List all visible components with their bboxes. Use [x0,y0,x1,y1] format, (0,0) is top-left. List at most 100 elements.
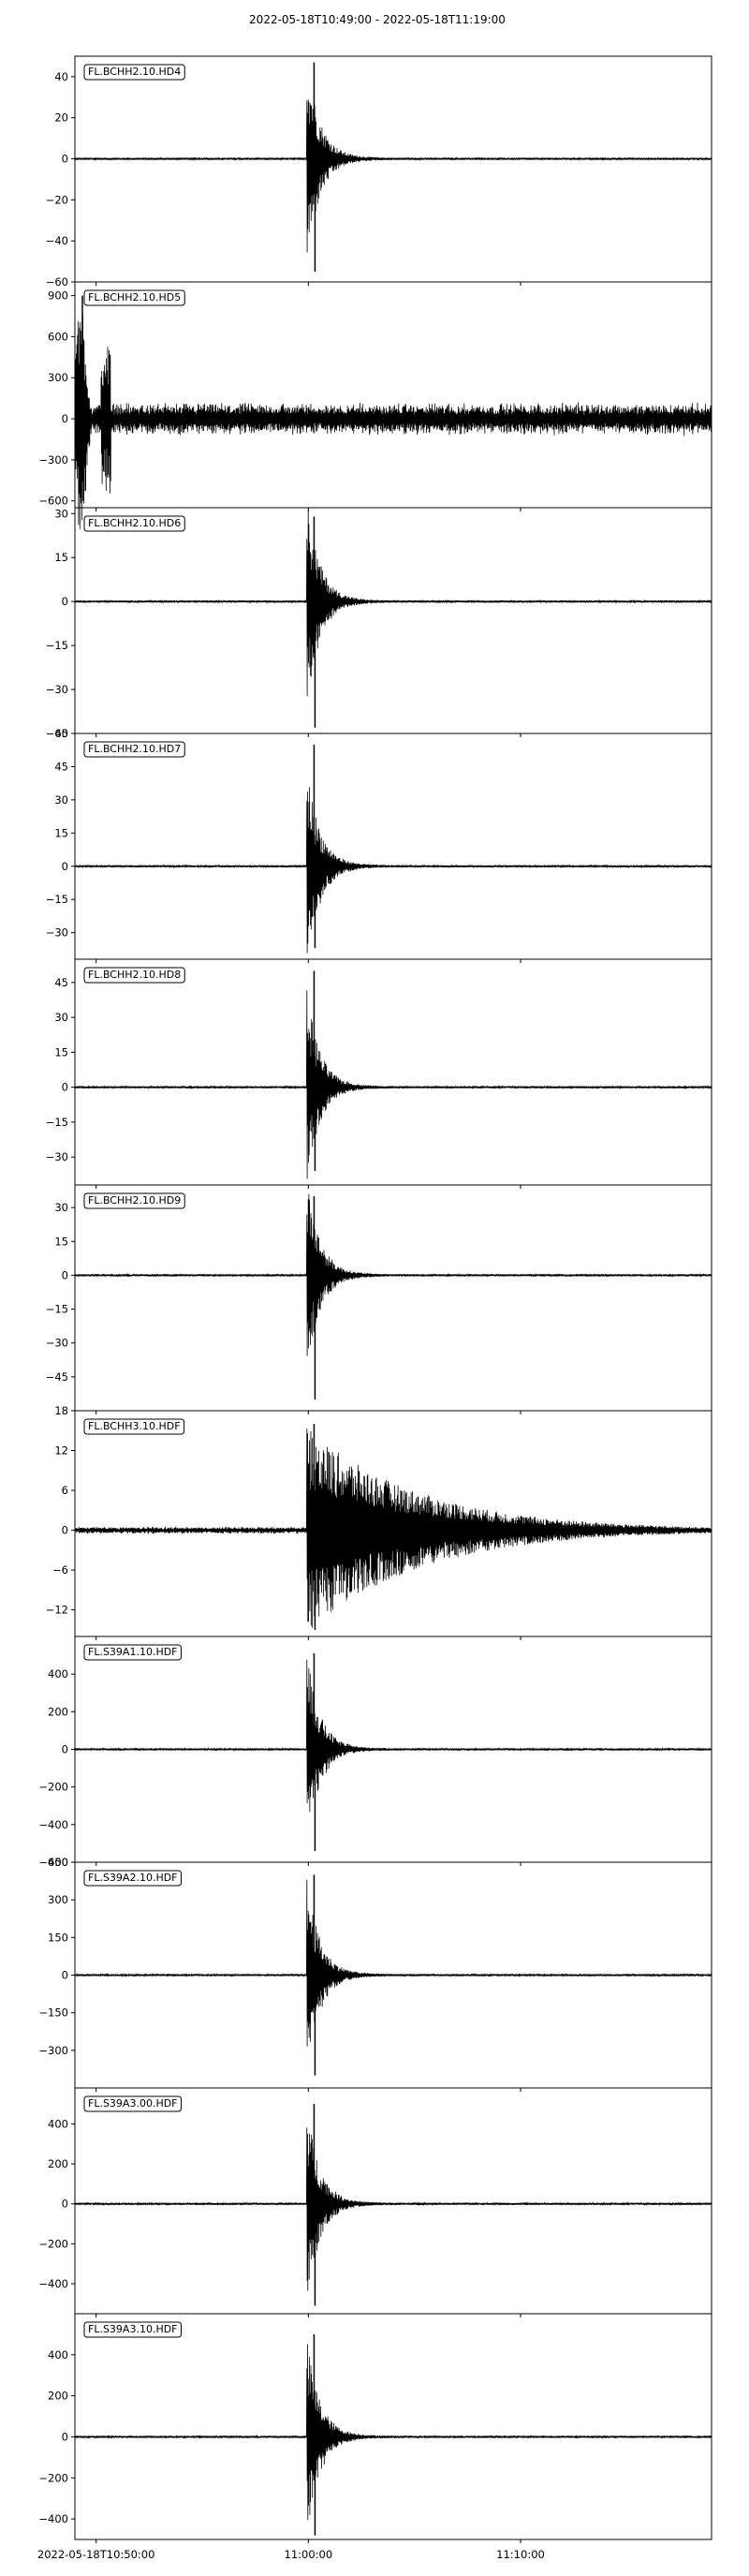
y-tick-label: 0 [62,1524,68,1537]
y-tick-label: 40 [54,70,68,83]
y-tick-label: 0 [62,2198,68,2211]
panel-frame [74,1184,712,1412]
y-tick-label: 200 [48,2390,68,2403]
panel-frame [74,507,712,734]
y-tick-label: −15 [46,1303,68,1316]
station-label-box [83,1644,183,1661]
y-tick-label: 400 [48,2348,68,2361]
station-label: FL.BCHH2.10.HD7 [88,743,181,755]
trace-panel: −30 −15 0 15 30 45 FL.BCHH2.10.HD8 [46,958,712,1189]
y-tick-label: 400 [48,2117,68,2130]
waveform-line [74,99,712,253]
trace-panel: −400 −200 0 200 400 FL.S39A3.10.HDF [38,2313,712,2543]
y-tick-label: −20 [46,193,68,206]
waveform-line [74,510,712,697]
panel-frame [74,55,712,283]
trace-panel: −300 −150 0 150 300 450 FL.S39A2.10.HDF [38,1856,712,2092]
y-tick-label: 30 [54,507,68,520]
y-tick-label: 0 [62,1081,68,1094]
y-tick-label: 30 [54,793,68,807]
waveform-line [74,1193,712,1356]
y-tick-label: 300 [48,371,68,384]
y-tick-label: −15 [46,1116,68,1129]
x-tick-label: 2022-05-18T10:50:00 [37,2548,155,2561]
y-tick-label: 300 [48,1893,68,1906]
panel-frame [74,281,712,509]
station-label: FL.S39A2.10.HDF [88,1872,178,1884]
panel-frame [74,958,712,1186]
x-tick-label: 11:00:00 [285,2548,333,2561]
y-tick-label: 0 [62,1268,68,1281]
station-label-box [83,515,185,532]
y-tick-label: −400 [38,1818,68,1831]
trace-panel: −45 −30 −15 0 15 30 FL.BCHH2.10.HD6 [46,507,712,740]
panel-frame [74,2087,712,2315]
y-tick-label: 0 [62,153,68,166]
y-tick-label: 150 [48,1931,68,1944]
y-tick-label: 15 [54,551,68,564]
trace-panel: −600 −300 0 300 600 900 FL.BCHH2.10.HD5 [38,281,712,529]
y-tick-label: 200 [48,2157,68,2170]
station-label: FL.S39A3.00.HDF [88,2097,178,2110]
y-tick-label: −300 [38,2044,68,2057]
y-tick-label: 15 [54,1235,68,1248]
station-label-box [83,64,185,81]
trace-panel: −600 −400 −200 0 200 400 FL.S39A1.10.HDF [38,1636,712,1869]
y-tick-label: 15 [54,826,68,839]
waveform-line [74,990,712,1179]
y-tick-label: −200 [38,2237,68,2250]
y-tick-label: 0 [62,860,68,873]
station-label: FL.BCHH3.10.HDF [88,1420,181,1432]
panel-frame [74,733,712,960]
trace-panel: −45 −30 −15 0 15 30 FL.BCHH2.10.HD9 [46,1184,712,1414]
y-tick-label: −400 [38,2512,68,2525]
station-label: FL.BCHH2.10.HD8 [88,969,181,981]
x-tick-label: 11:10:00 [496,2548,545,2561]
figure-title: 2022-05-18T10:49:00 - 2022-05-18T11:19:0… [249,13,506,26]
station-label-box [83,967,185,984]
waveform-line [74,1429,712,1628]
y-tick-label: 20 [54,111,68,125]
y-tick-label: 450 [48,1856,68,1869]
y-tick-label: 30 [54,1201,68,1214]
station-label: FL.S39A3.10.HDF [88,2323,178,2335]
y-tick-label: −30 [46,683,68,696]
y-tick-label: 30 [54,1011,68,1024]
station-label-box [83,289,185,306]
y-tick-label: 6 [62,1484,68,1497]
station-label-box [83,2095,183,2112]
trace-panel: −12 −6 0 6 12 18 FL.BCHH3.10.HDF [46,1404,712,1640]
station-label-box [83,2321,183,2338]
y-tick-label: 600 [48,330,68,343]
y-tick-label: −15 [46,893,68,906]
y-tick-label: 18 [54,1404,68,1417]
trace-panel: −400 −200 0 200 400 FL.S39A3.00.HDF [38,2087,712,2317]
y-tick-label: 45 [54,760,68,773]
y-tick-label: −45 [46,1370,68,1384]
station-label: FL.BCHH2.10.HD6 [88,517,181,529]
station-label-box [83,741,185,758]
station-label: FL.S39A1.10.HDF [88,1646,178,1658]
waveform-line [74,787,712,954]
y-tick-label: 200 [48,1705,68,1718]
waveform-line [74,1879,712,2047]
y-tick-label: −6 [52,1563,68,1577]
waveform-line [74,1659,712,1813]
y-tick-label: −400 [38,2277,68,2290]
y-tick-label: −200 [38,1781,68,1794]
y-tick-label: 45 [54,976,68,989]
waveform-line [74,313,712,529]
y-tick-label: −600 [38,1856,68,1869]
y-tick-label: −40 [46,234,68,247]
y-tick-label: 0 [62,595,68,608]
y-tick-label: 0 [62,412,68,425]
station-label-box [83,1418,185,1435]
trace-panel: −30 −15 0 15 30 45 60 FL.BCHH2.10.HD7 [46,727,712,963]
y-tick-label: 0 [62,2430,68,2443]
y-tick-label: −60 [46,275,68,289]
y-tick-label: 60 [54,727,68,740]
station-label: FL.BCHH2.10.HD9 [88,1194,181,1207]
y-tick-label: −12 [46,1604,68,1617]
